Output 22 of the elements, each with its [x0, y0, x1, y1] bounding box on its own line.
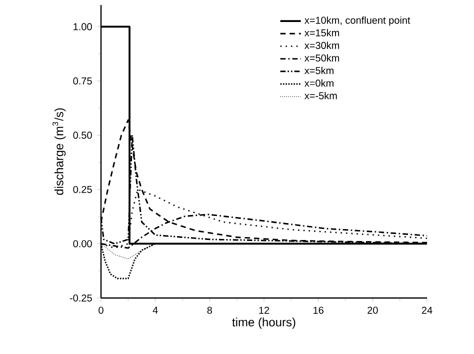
legend-label: x=0km	[304, 79, 334, 87]
legend-label: x=15km	[304, 29, 340, 36]
legend-label: x=50km	[304, 54, 340, 62]
x-tick-label: 12	[259, 306, 270, 314]
legend-label: x=5km	[304, 66, 334, 74]
x-tick-label: 0	[98, 306, 104, 314]
y-tick-label: 0.25	[73, 186, 92, 194]
y-tick-label: 0.00	[73, 240, 92, 248]
y-tick-label: 1.00	[74, 23, 92, 30]
legend-label: x=-5km	[304, 92, 337, 100]
legend-label: x=30km	[304, 42, 340, 49]
x-tick-label: 8	[207, 306, 212, 314]
x-tick-label: 4	[152, 306, 158, 314]
y-tick-label: 0.50	[73, 132, 92, 139]
x-tick-label: 24	[422, 306, 432, 314]
x-tick-label: 20	[368, 306, 378, 314]
legend-label: x=10km, confluent point	[304, 16, 410, 26]
y-axis-title: discharge (m$^{3}$/s)	[52, 108, 66, 195]
y-tick-label: -0.25	[70, 294, 92, 302]
x-axis-title: time (hours)	[232, 318, 296, 329]
x-tick-label: 16	[314, 306, 324, 314]
y-tick-label: 0.75	[73, 77, 92, 85]
